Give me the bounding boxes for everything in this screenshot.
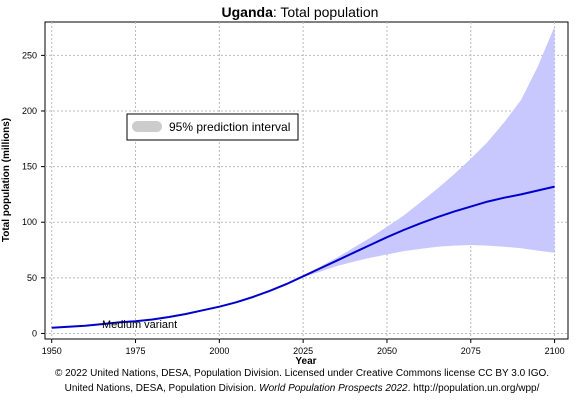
footer-citation-url: . http://population.un.org/wpp/ [408, 383, 540, 394]
y-axis-ticks: 0 50 100 150 200 250 [22, 50, 45, 338]
x-tick-label-2000: 2000 [209, 346, 229, 356]
x-tick-label-2100: 2100 [545, 346, 565, 356]
chart-title-rest: : Total population [273, 4, 379, 20]
y-axis-title: Total population (millions) [1, 118, 12, 242]
plot-frame [44, 21, 569, 340]
prediction-interval-group [293, 26, 555, 281]
footer-copyright: © 2022 United Nations, DESA, Population … [55, 368, 549, 379]
medium-variant-line [51, 185, 555, 329]
y-tick-label-250: 250 [22, 50, 37, 60]
footer-citation-org: United Nations, DESA, Population Divisio… [65, 383, 260, 394]
legend-swatch-interval [132, 121, 162, 132]
x-tick-label-1950: 1950 [42, 346, 62, 356]
x-axis-title: Year [295, 356, 316, 367]
y-tick-label-50: 50 [27, 273, 37, 283]
x-axis-ticks: 1950 1975 2000 2025 2050 2075 2100 [42, 339, 565, 356]
footer-citation: United Nations, DESA, Population Divisio… [65, 383, 540, 394]
x-tick-label-2075: 2075 [461, 346, 481, 356]
chart-title-country: Uganda [222, 4, 274, 20]
chart-title: Uganda: Total population [222, 4, 379, 20]
legend-entry-interval: 95% prediction interval [169, 120, 290, 134]
x-tick-label-2050: 2050 [377, 346, 397, 356]
y-tick-label-0: 0 [32, 328, 37, 338]
x-tick-label-2025: 2025 [293, 346, 313, 356]
y-tick-label-200: 200 [22, 106, 37, 116]
y-tick-label-100: 100 [22, 217, 37, 227]
y-tick-label-150: 150 [22, 162, 37, 172]
footer-citation-title: World Population Prospects 2022 [259, 383, 408, 394]
x-tick-label-1975: 1975 [126, 346, 146, 356]
series-label-medium-variant: Medium variant [102, 319, 177, 331]
prediction-interval-band [293, 26, 555, 281]
median-line-group [51, 185, 555, 329]
legend: 95% prediction interval [126, 113, 299, 141]
